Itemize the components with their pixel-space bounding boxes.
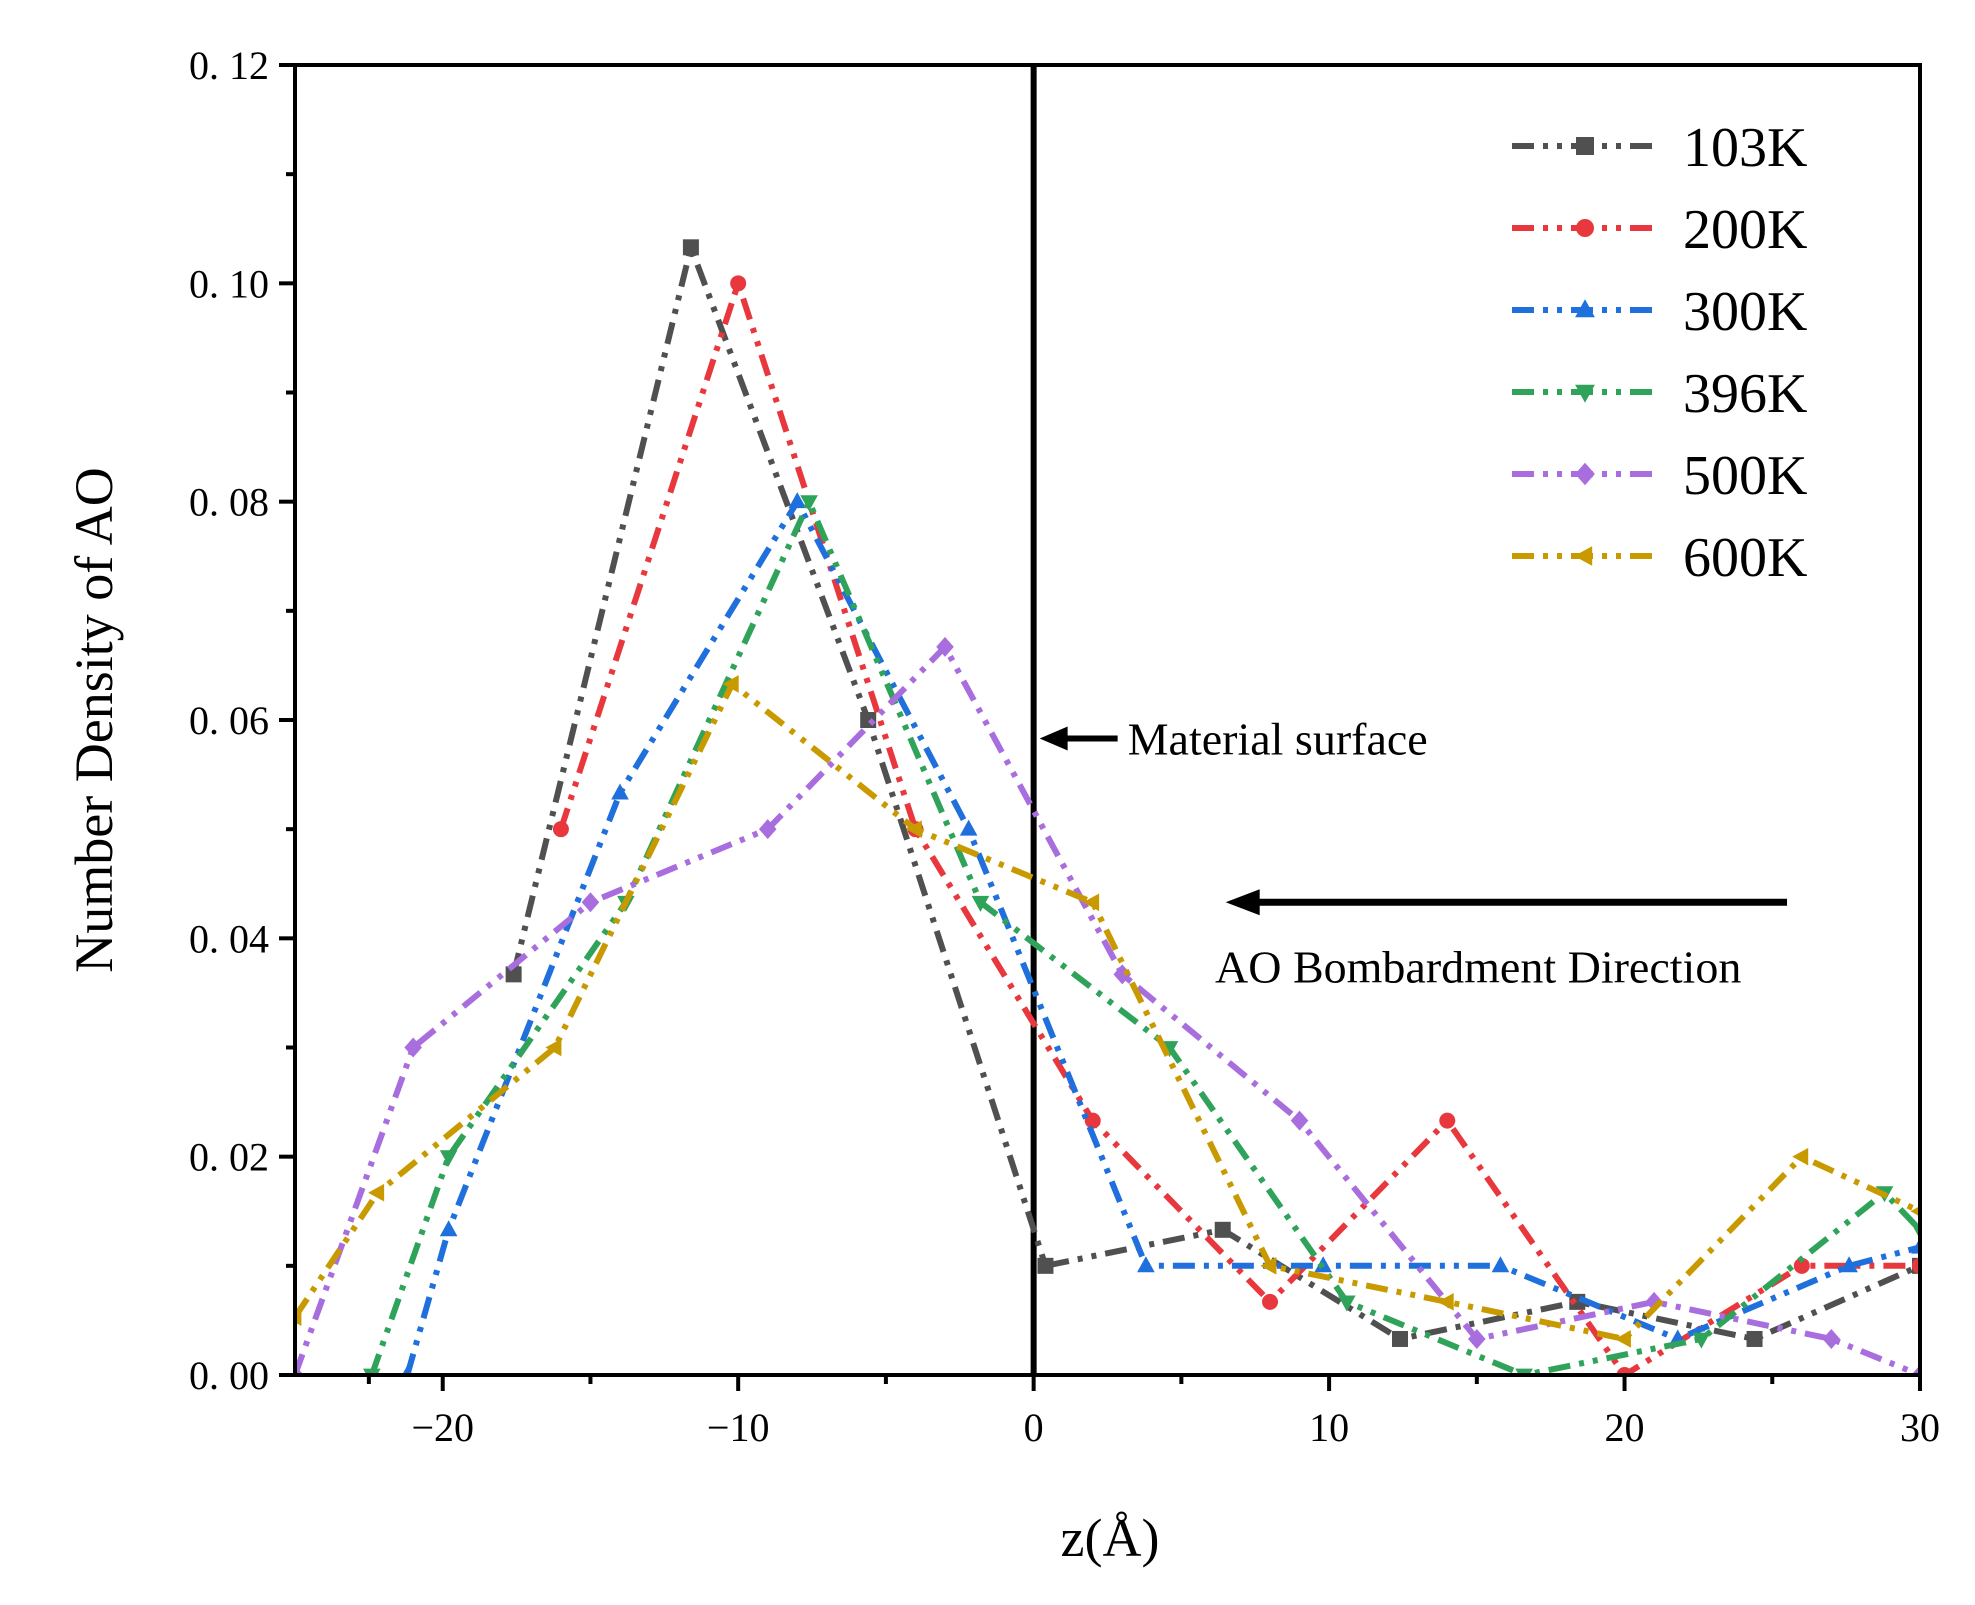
data-point	[439, 1150, 458, 1167]
data-point	[1338, 1295, 1356, 1312]
legend-marker	[1576, 137, 1594, 155]
x-tick-label: −10	[707, 1405, 770, 1450]
data-point	[1911, 1223, 1920, 1240]
data-point	[1793, 1257, 1810, 1274]
legend-item-600k: 600K	[1512, 527, 1807, 589]
data-point	[401, 1365, 413, 1375]
data-point	[1614, 1330, 1631, 1348]
series-line-500k	[295, 641, 1920, 1375]
data-point	[439, 1220, 458, 1237]
y-tick-label: 0. 00	[189, 1353, 269, 1398]
legend-label: 300K	[1683, 281, 1807, 343]
data-point	[505, 966, 522, 983]
data-point	[1113, 964, 1132, 985]
data-point	[1084, 1112, 1101, 1129]
data-point	[1911, 1237, 1920, 1254]
data-point	[1037, 1257, 1054, 1274]
legend-item-500k: 500K	[1512, 445, 1807, 507]
data-point	[971, 895, 990, 912]
data-point	[295, 1365, 304, 1375]
series-500k	[295, 636, 1920, 1375]
bombardment-direction-label: AO Bombardment Direction	[1215, 941, 1741, 992]
data-point	[1392, 1330, 1408, 1347]
data-point	[1910, 1205, 1920, 1217]
data-point	[1083, 893, 1100, 912]
material-surface-label: Material surface	[1128, 714, 1428, 765]
x-tick-label: 10	[1309, 1405, 1349, 1450]
data-point	[722, 675, 739, 693]
y-tick-label: 0. 12	[189, 43, 269, 88]
legend-label: 200K	[1683, 199, 1807, 261]
y-axis-label: Number Density of AO	[64, 467, 124, 972]
data-point	[860, 712, 877, 728]
legend-item-300k: 300K	[1512, 281, 1807, 343]
x-tick-label: −20	[411, 1405, 474, 1450]
series-300k	[401, 492, 1920, 1375]
y-tick-label: 0. 06	[189, 698, 269, 743]
x-axis-label: z(Å)	[1061, 1508, 1160, 1568]
data-point	[1746, 1330, 1763, 1347]
legend-marker	[1576, 219, 1594, 237]
data-point	[1260, 1257, 1277, 1275]
legend-label: 600K	[1683, 527, 1807, 589]
data-point	[545, 1038, 562, 1057]
data-point	[611, 783, 629, 800]
x-tick-label: 30	[1900, 1405, 1940, 1450]
series-600k	[295, 675, 1920, 1348]
data-point	[730, 275, 747, 292]
legend-marker	[1574, 546, 1593, 566]
series-layer	[295, 65, 1920, 1375]
data-point	[404, 1037, 422, 1058]
data-point	[682, 239, 699, 256]
annotations: Material surface AO Bombardment Direction	[1039, 714, 1788, 992]
data-point	[1840, 1256, 1858, 1273]
series-line-600k	[295, 679, 1920, 1343]
bombardment-arrow-head	[1225, 889, 1260, 916]
legend-marker	[1575, 384, 1595, 403]
y-tick-label: 0. 10	[189, 261, 269, 306]
x-tick-label: 20	[1605, 1405, 1645, 1450]
legend: 103K 200K 300K 396K 500K 600K	[1512, 117, 1807, 589]
data-point	[1437, 1293, 1454, 1311]
legend-label: 396K	[1683, 363, 1807, 425]
data-point	[959, 819, 978, 836]
data-point	[581, 892, 600, 913]
data-point	[1491, 1256, 1510, 1273]
legend-item-396k: 396K	[1512, 363, 1807, 425]
data-point	[1214, 1221, 1231, 1238]
legend-marker	[1575, 299, 1595, 318]
data-point	[1439, 1112, 1456, 1129]
x-tick-label: 0	[1024, 1405, 1044, 1450]
data-point	[758, 819, 777, 840]
data-point	[1911, 1365, 1920, 1375]
y-tick-label: 0. 08	[189, 480, 269, 525]
data-point	[552, 821, 569, 838]
data-point	[1692, 1332, 1711, 1349]
y-tick-label: 0. 02	[189, 1135, 269, 1180]
y-tick-label: 0. 04	[189, 916, 269, 961]
data-point	[936, 636, 954, 657]
axis-ticks: −20 −10 0 10 20 30 0. 00 0. 02 0. 04 0. 06 0. 08 0.…	[189, 43, 1940, 1450]
data-point	[1792, 1147, 1809, 1166]
data-point	[788, 492, 807, 509]
legend-item-200k: 200K	[1512, 199, 1807, 261]
data-point	[905, 820, 922, 838]
data-point	[1468, 1328, 1486, 1349]
data-point	[800, 495, 818, 512]
data-point	[1822, 1328, 1841, 1349]
legend-label: 103K	[1683, 117, 1807, 179]
plot-frame	[293, 63, 1922, 1377]
legend-item-103k: 103K	[1512, 117, 1807, 179]
data-point	[1137, 1256, 1155, 1273]
series-line-396k	[368, 494, 1920, 1375]
surface-arrow-head	[1039, 726, 1068, 751]
data-point	[1262, 1293, 1278, 1310]
legend-marker	[1575, 462, 1595, 486]
data-point	[368, 1183, 385, 1202]
data-point	[1290, 1110, 1309, 1131]
legend-label: 500K	[1683, 445, 1807, 507]
